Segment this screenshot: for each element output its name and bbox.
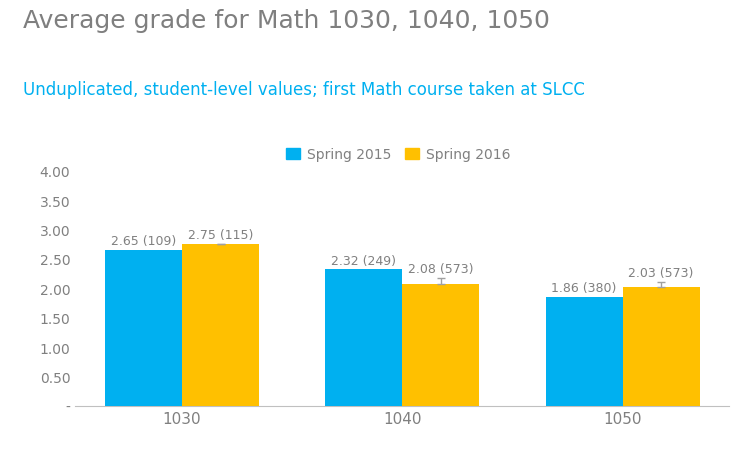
Text: Average grade for Math 1030, 1040, 1050: Average grade for Math 1030, 1040, 1050 xyxy=(23,9,550,33)
Text: 2.08 (573): 2.08 (573) xyxy=(408,262,474,275)
Text: 1.86 (380): 1.86 (380) xyxy=(551,281,617,294)
Bar xyxy=(105,251,182,406)
Bar xyxy=(325,270,402,406)
Legend: Spring 2015, Spring 2016: Spring 2015, Spring 2016 xyxy=(280,142,517,167)
Text: Unduplicated, student-level values; first Math course taken at SLCC: Unduplicated, student-level values; firs… xyxy=(23,81,584,99)
Bar xyxy=(623,287,699,406)
Text: 2.03 (573): 2.03 (573) xyxy=(629,266,694,279)
Text: 2.75 (115): 2.75 (115) xyxy=(188,229,253,242)
Bar xyxy=(402,284,480,406)
Text: 2.65 (109): 2.65 (109) xyxy=(111,235,176,248)
Text: 2.32 (249): 2.32 (249) xyxy=(332,254,396,267)
Bar xyxy=(182,244,259,406)
Bar xyxy=(545,297,623,406)
